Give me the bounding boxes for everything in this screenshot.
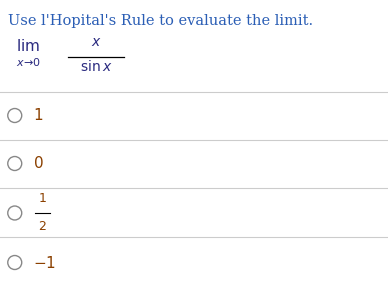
Text: $1$: $1$ <box>38 193 47 206</box>
Text: $-1$: $-1$ <box>33 254 56 271</box>
Text: $1$: $1$ <box>33 107 43 124</box>
Text: $\lim$: $\lim$ <box>16 38 40 54</box>
Text: $x$: $x$ <box>91 35 101 50</box>
Text: $x\!\to\!0$: $x\!\to\!0$ <box>16 56 41 68</box>
Text: $0$: $0$ <box>33 155 43 172</box>
Text: $\sin x$: $\sin x$ <box>80 58 112 74</box>
Text: $2$: $2$ <box>38 220 47 233</box>
Text: Use l'Hopital's Rule to evaluate the limit.: Use l'Hopital's Rule to evaluate the lim… <box>8 14 313 28</box>
